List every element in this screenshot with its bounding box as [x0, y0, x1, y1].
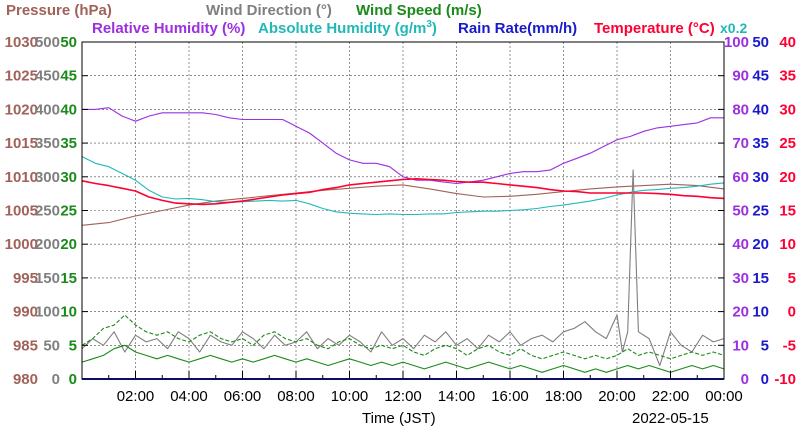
tick-label-relative-humidity: 40	[732, 236, 749, 253]
tick-label-temperature: 40	[779, 34, 796, 51]
x-axis: 02:00 04:00 06:00 08:00 10:00 12:00 14:00 16:00…	[81, 371, 743, 405]
legend-temperature: Temperature (°C)	[594, 20, 715, 37]
legend-rain-rate: Rain Rate(mm/h)	[458, 20, 578, 37]
right-axes: 1009080706050403020100504540353025201510…	[724, 34, 796, 388]
legend-wind-speed: Wind Speed (m/s)	[356, 2, 482, 19]
tick-label-wind-direction: 300	[35, 169, 60, 186]
tick-label-wind-direction: 50	[43, 337, 60, 354]
tick-label-wind-speed: 30	[60, 169, 77, 186]
tick-label-temperature: 5	[788, 270, 796, 287]
tick-label-wind-speed: 20	[60, 236, 77, 253]
tick-label-pressure: 1005	[5, 203, 38, 220]
series-pressure	[81, 183, 725, 226]
tick-label-relative-humidity: 80	[732, 101, 749, 118]
tick-label-temperature: -10	[774, 371, 796, 388]
series-wind-direction	[81, 169, 725, 367]
tick-label-wind-speed: 35	[60, 135, 77, 152]
legend-pressure: Pressure (hPa)	[6, 2, 112, 19]
x-tick-label: 02:00	[117, 388, 155, 405]
x-tick-label: 08:00	[277, 388, 315, 405]
tick-label-relative-humidity: 70	[732, 135, 749, 152]
tick-label-pressure: 1015	[5, 135, 38, 152]
tick-label-wind-speed: 0	[69, 371, 77, 388]
legend-relative-humidity: Relative Humidity (%)	[92, 20, 246, 37]
x-tick-label: 06:00	[224, 388, 262, 405]
x-tick-label: 12:00	[384, 388, 422, 405]
tick-label-relative-humidity: 0	[741, 371, 749, 388]
tick-label-wind-direction: 500	[35, 34, 60, 51]
tick-label-wind-direction: 100	[35, 304, 60, 321]
tick-label-relative-humidity: 100	[724, 34, 749, 51]
tick-label-pressure: 985	[13, 337, 38, 354]
x-tick-label: 20:00	[598, 388, 636, 405]
series-absolute-humidity	[81, 156, 725, 216]
tick-label-temperature: 10	[779, 236, 796, 253]
tick-label-pressure: 995	[13, 270, 38, 287]
tick-label-rain-rate: 40	[752, 101, 769, 118]
tick-label-wind-direction: 200	[35, 236, 60, 253]
tick-label-temperature: 35	[779, 68, 796, 85]
rain-scale-label: x0.2	[720, 20, 748, 36]
tick-label-wind-direction: 250	[35, 203, 60, 220]
series-wind-speed	[81, 344, 725, 373]
tick-label-relative-humidity: 10	[732, 337, 749, 354]
tick-label-wind-speed: 10	[60, 304, 77, 321]
tick-label-rain-rate: 30	[752, 169, 769, 186]
tick-label-wind-direction: 350	[35, 135, 60, 152]
tick-label-relative-humidity: 60	[732, 169, 749, 186]
x-axis-title: Time (JST)	[362, 410, 436, 427]
tick-label-pressure: 980	[13, 371, 38, 388]
x-tick-label: 22:00	[652, 388, 690, 405]
left-axes: 1030102510201015101010051000995990985980…	[5, 34, 724, 388]
tick-label-rain-rate: 20	[752, 236, 769, 253]
tick-label-wind-speed: 15	[60, 270, 77, 287]
x-tick-label: 18:00	[545, 388, 583, 405]
tick-label-relative-humidity: 90	[732, 68, 749, 85]
tick-label-pressure: 1000	[5, 236, 38, 253]
tick-label-pressure: 990	[13, 304, 38, 321]
tick-label-wind-direction: 150	[35, 270, 60, 287]
x-tick-label: 10:00	[331, 388, 369, 405]
tick-label-relative-humidity: 20	[732, 304, 749, 321]
tick-label-rain-rate: 0	[761, 371, 769, 388]
tick-label-pressure: 1010	[5, 169, 38, 186]
tick-label-pressure: 1020	[5, 101, 38, 118]
tick-label-wind-speed: 45	[60, 68, 77, 85]
tick-label-rain-rate: 45	[752, 68, 769, 85]
tick-label-relative-humidity: 50	[732, 203, 749, 220]
x-tick-label: 16:00	[491, 388, 529, 405]
tick-label-rain-rate: 25	[752, 203, 769, 220]
tick-label-temperature: 0	[788, 304, 796, 321]
tick-label-wind-speed: 40	[60, 101, 77, 118]
series-relative-humidity	[82, 107, 724, 185]
legend-wind-direction: Wind Direction (°)	[206, 2, 332, 19]
tick-label-temperature: 20	[779, 169, 796, 186]
tick-label-rain-rate: 35	[752, 135, 769, 152]
legend-absolute-humidity: Absolute Humidity (g/m3)	[258, 19, 437, 38]
date-stamp: 2022-05-15	[632, 410, 709, 427]
tick-label-wind-direction: 400	[35, 101, 60, 118]
tick-label-wind-direction: 0	[52, 371, 60, 388]
x-tick-label: 00:00	[705, 388, 743, 405]
tick-label-wind-speed: 50	[60, 34, 77, 51]
tick-label-rain-rate: 15	[752, 270, 769, 287]
tick-label-rain-rate: 50	[752, 34, 769, 51]
tick-label-pressure: 1030	[5, 34, 38, 51]
tick-label-temperature: 30	[779, 101, 796, 118]
tick-label-wind-speed: 25	[60, 203, 77, 220]
tick-label-wind-speed: 5	[69, 337, 77, 354]
series-wind-speed-gust	[81, 314, 725, 360]
tick-label-rain-rate: 10	[752, 304, 769, 321]
tick-label-wind-direction: 450	[35, 68, 60, 85]
tick-label-temperature: -5	[783, 337, 796, 354]
tick-label-pressure: 1025	[5, 68, 38, 85]
tick-label-temperature: 25	[779, 135, 796, 152]
x-tick-label: 14:00	[438, 388, 476, 405]
tick-label-rain-rate: 5	[761, 337, 769, 354]
tick-label-relative-humidity: 30	[732, 270, 749, 287]
tick-label-temperature: 15	[779, 203, 796, 220]
series-temperature	[81, 178, 725, 206]
x-tick-label: 04:00	[170, 388, 208, 405]
